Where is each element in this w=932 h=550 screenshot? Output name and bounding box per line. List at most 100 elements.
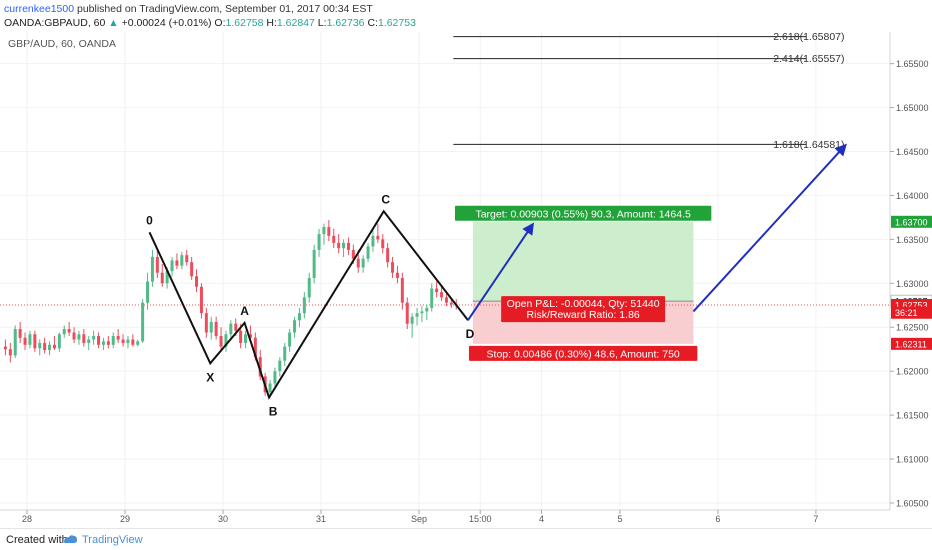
pattern-point-x: X [206, 370, 214, 384]
candle-body [62, 328, 66, 335]
open-label: O: [214, 17, 226, 29]
tradingview-brand[interactable]: TradingView [82, 534, 143, 546]
time-tick-label: 6 [715, 514, 720, 524]
candle-body [126, 339, 130, 344]
pattern-line [148, 209, 469, 400]
risk-reward-label: Risk/Reward Ratio: 1.86 [527, 309, 640, 321]
candle-body [400, 278, 404, 303]
time-tick-label: 28 [22, 514, 32, 524]
stop-label: Stop: 0.00486 (0.30%) 48.6, Amount: 750 [487, 348, 680, 360]
chart-header: currenkee1500 published on TradingView.c… [0, 0, 932, 32]
candle-body [371, 235, 375, 247]
candle-body [268, 383, 272, 393]
candle-body [317, 234, 321, 250]
candle-body [239, 330, 243, 344]
chart-title: GBP/AUD, 60, OANDA [8, 38, 116, 50]
pattern-point-0: 0 [146, 213, 153, 227]
candle-body [224, 334, 228, 347]
price-tick-label: 1.62500 [896, 323, 929, 333]
candle-body [356, 258, 360, 268]
fib-label: 1.618(1.64581) [773, 139, 844, 151]
candle-body [214, 321, 218, 337]
candle-body [101, 341, 105, 345]
candle-body [190, 262, 194, 277]
candle-body [141, 302, 145, 342]
candle-body [23, 337, 27, 345]
candle-body [332, 235, 336, 243]
candle-body [395, 272, 399, 279]
time-tick-label: 30 [218, 514, 228, 524]
price-tick-label: 1.60500 [896, 498, 929, 508]
fib-label: 2.618(1.65807) [773, 31, 844, 43]
target-zone [472, 221, 694, 302]
candle-body [28, 334, 32, 345]
high-value: 1.62847 [276, 17, 315, 29]
published-text: published on TradingView.com, September … [76, 3, 373, 15]
symbol-label: OANDA:GBPAUD, 60 [4, 17, 106, 29]
candle-body [420, 311, 424, 314]
candle-body [278, 360, 282, 372]
axes: 1.60500 1.61000 1.61500 1.62000 1.62500 1.630… [0, 32, 932, 524]
time-tick-label: 4 [539, 514, 544, 524]
candle-body [342, 242, 346, 249]
harmonic-pattern: 0 X A B C D [146, 192, 475, 418]
candle-body [297, 313, 301, 321]
low-value: 1.62736 [326, 17, 365, 29]
close-label: C: [367, 17, 378, 29]
candle-body [327, 227, 331, 236]
candle-body [361, 258, 365, 268]
candle-body [52, 344, 56, 349]
candle-body [209, 321, 213, 333]
candle-body [57, 334, 61, 349]
candle-body [307, 278, 311, 298]
price-tick-label: 1.61000 [896, 455, 929, 465]
candle-body [410, 316, 414, 324]
candle-body [185, 255, 189, 263]
candle-body [283, 346, 287, 361]
candle-body [444, 297, 448, 303]
time-tick-label: 29 [120, 514, 130, 524]
candle-body [170, 260, 174, 271]
fib-levels: 2.618(1.65807) 2.414(1.65557) 1.618(1.6458… [453, 31, 845, 151]
price-chart[interactable]: GBP/AUD, 60, OANDA 2.618(1.65807) 2.414(1… [0, 0, 932, 528]
projection-arrow [467, 222, 535, 321]
candle-body [258, 357, 262, 377]
candle-body [136, 341, 140, 345]
pnl-label: Open P&L: -0.00044, Qty: 51440 [507, 298, 660, 310]
low-label: L: [317, 17, 327, 29]
candle-body [273, 371, 277, 384]
grid [0, 32, 890, 510]
candle-body [322, 227, 326, 235]
candle-body [430, 288, 434, 308]
candle-body [121, 339, 125, 344]
price-marker-label: 1.62311 [895, 339, 927, 349]
candle-body [244, 334, 248, 344]
fib-label: 2.414(1.65557) [773, 53, 844, 65]
change-arrow: ▲ [108, 17, 119, 29]
candle-body [111, 336, 115, 345]
candle-body [248, 334, 252, 338]
candle-body [180, 255, 184, 266]
pattern-point-c: C [381, 192, 390, 206]
candle-body [366, 246, 370, 259]
candle-body [131, 339, 135, 345]
pattern-point-a: A [240, 304, 249, 318]
author-link[interactable]: currenkee1500 [4, 3, 75, 15]
ohlc-line: OANDA:GBPAUD, 60 ▲ +0.00024 (+0.01%) O: 1… [4, 17, 416, 29]
plot-area[interactable] [0, 32, 890, 510]
time-tick-label: 7 [813, 514, 818, 524]
candle-body [8, 349, 12, 356]
created-with-text: Created with [6, 534, 68, 546]
candle-body [337, 242, 341, 249]
candle-body [48, 344, 52, 351]
time-tick-label: 5 [617, 514, 622, 524]
price-tick-label: 1.65000 [896, 103, 929, 113]
candle-body [13, 328, 17, 356]
change-value: +0.00024 (+0.01%) [121, 17, 212, 29]
target-label: Target: 0.00903 (0.55%) 90.3, Amount: 14… [475, 208, 691, 220]
candle-body [288, 332, 292, 347]
pattern-point-d: D [466, 327, 475, 341]
price-tick-label: 1.63000 [896, 279, 929, 289]
candle-body [3, 346, 7, 350]
tradingview-logo-icon [64, 535, 77, 543]
